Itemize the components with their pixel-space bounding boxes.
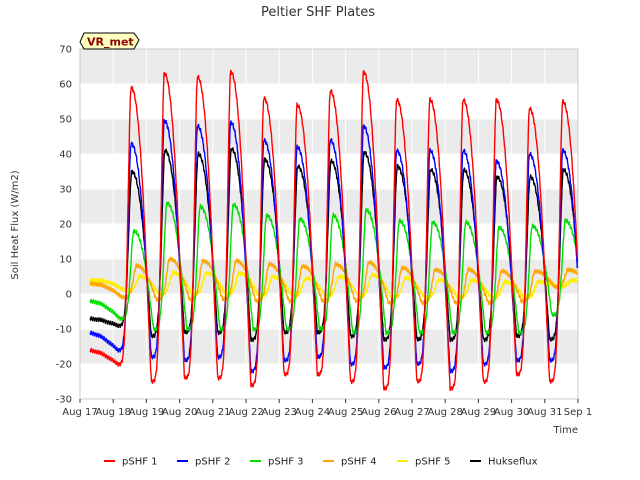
legend-label: pSHF 5 xyxy=(415,457,451,468)
x-tick-label: Aug 20 xyxy=(162,407,197,418)
y-tick-label: -30 xyxy=(56,395,72,406)
x-axis-label: Time xyxy=(553,425,578,436)
legend-label: pSHF 2 xyxy=(195,457,231,468)
x-tick-label: Aug 27 xyxy=(394,407,429,418)
y-axis-ticks: -30 -20 -10 0 10 20 30 40 50 60 70 xyxy=(56,45,72,406)
x-tick-label: Aug 21 xyxy=(195,407,230,418)
y-tick-label: -20 xyxy=(56,360,72,371)
y-tick-label: 70 xyxy=(59,45,72,56)
series-line-pshf-4 xyxy=(89,256,578,306)
legend-label: Hukseflux xyxy=(488,457,538,468)
x-tick-label: Aug 25 xyxy=(328,407,363,418)
y-tick-label: 20 xyxy=(59,220,72,231)
y-tick-label: 50 xyxy=(59,115,72,126)
legend-label: pSHF 3 xyxy=(268,457,304,468)
series-line-pshf-3 xyxy=(89,201,578,336)
series-line-pshf-1 xyxy=(89,69,578,392)
vr-met-badge: VR_met xyxy=(79,32,140,50)
badge-box xyxy=(79,32,140,50)
legend: pSHF 1 pSHF 2 pSHF 3 pSHF 4 pSHF 5 Hukseflux xyxy=(104,457,538,468)
badge-label: VR_met xyxy=(87,36,134,49)
x-tick-label: Aug 19 xyxy=(129,407,164,418)
y-tick-label: 40 xyxy=(59,150,72,161)
y-tick-label: 0 xyxy=(66,290,72,301)
x-tick-label: Aug 30 xyxy=(494,407,529,418)
x-tick-label: Aug 17 xyxy=(62,407,97,418)
background-band xyxy=(80,49,578,84)
plot-frame xyxy=(79,48,579,400)
x-tick-label: Aug 31 xyxy=(527,407,562,418)
series-line-pshf-2 xyxy=(89,118,578,374)
x-tick-label: Aug 23 xyxy=(261,407,296,418)
x-tick-label: Aug 28 xyxy=(427,407,462,418)
x-tick-label: Aug 18 xyxy=(95,407,130,418)
legend-label: pSHF 4 xyxy=(341,457,377,468)
x-tick-label: Aug 22 xyxy=(228,407,263,418)
background-band xyxy=(80,329,578,364)
y-tick-label: -10 xyxy=(56,325,72,336)
x-tick-label: Aug 24 xyxy=(295,407,330,418)
background-band xyxy=(80,364,578,399)
series-lines xyxy=(89,69,578,392)
x-tick-label: Sep 1 xyxy=(564,407,592,418)
chart-title: Peltier SHF Plates xyxy=(261,5,375,20)
x-tick-label: Aug 26 xyxy=(361,407,396,418)
x-tick-label: Aug 29 xyxy=(461,407,496,418)
background-band xyxy=(80,224,578,259)
series-line-hukseflux xyxy=(89,147,578,343)
y-tick-label: 30 xyxy=(59,185,72,196)
y-axis-label: Soil Heat Flux (W/m2) xyxy=(10,170,21,279)
y-tick-label: 60 xyxy=(59,80,72,91)
legend-label: pSHF 1 xyxy=(122,457,158,468)
y-tick-label: 10 xyxy=(59,255,72,266)
